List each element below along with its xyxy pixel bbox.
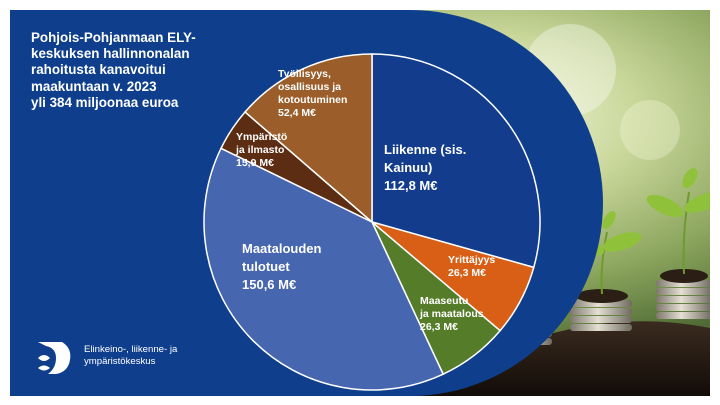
title-line: maakuntaan v. 2023 [31, 78, 157, 94]
chart-title: Pohjois-Pohjanmaan ELY- keskuksen hallin… [31, 30, 261, 111]
slice-label-line: 150,6 M€ [242, 277, 296, 292]
slice-label-maaseutu: Maaseutu ja maatalous 26,3 M€ [419, 295, 484, 333]
slice-label-line: 15,9 M€ [236, 157, 274, 169]
pie-slice-liikenne [371, 53, 541, 269]
slice-label-line: Liikenne (sis. [384, 142, 466, 157]
slice-label-line: Ympäristö [236, 131, 287, 143]
title-line: Pohjois-Pohjanmaan ELY- [31, 30, 196, 45]
title-line: yli 384 miljoonaa euroa [31, 94, 179, 110]
slice-label-line: 26,3 M€ [448, 267, 486, 279]
pie-slice-maatalouden-tulotuet [203, 147, 445, 391]
ely-logo-icon [38, 342, 71, 374]
slice-label-line: 26,3 M€ [420, 321, 458, 333]
logo-text-line: ympäristökeskus [84, 356, 156, 367]
pie-chart: Liikenne (sis. Kainuu) 112,8 M€Yrittäjyys 2… [203, 53, 541, 391]
slice-label-yrittajyys: Yrittäjyys 26,3 M€ [448, 254, 495, 279]
slice-label-line: Työllisyys, [278, 68, 331, 80]
slice-label-line: ja ilmasto [235, 144, 284, 156]
slice-label-line: Yrittäjyys [448, 254, 495, 266]
slice-label-line: 52,4 M€ [278, 107, 316, 119]
slice-label-line: Kainuu) [384, 160, 432, 175]
title-line: keskuksen hallinnonalan [31, 46, 190, 62]
slice-label-line: osallisuus ja [278, 81, 341, 93]
logo-text-line: Elinkeino-, liikenne- ja [84, 344, 178, 355]
slice-label-ymparisto: Ympäristö ja ilmasto 15,9 M€ [235, 131, 287, 169]
ely-logo-text: Elinkeino-, liikenne- ja ympäristökeskus [84, 344, 177, 368]
pie-slice-tyollisyys [243, 53, 373, 224]
coin-stack-3 [656, 280, 710, 319]
slice-label-tyollisyys: Työllisyys, osallisuus ja kotoutuminen 52,4… [278, 68, 347, 119]
slice-label-line: Maatalouden [242, 241, 322, 256]
slice-label-line: Maaseutu [420, 295, 468, 307]
slice-label-line: kotoutuminen [278, 94, 347, 106]
slice-label-maatalouden-tulotuet: Maatalouden tulotuet 150,6 M€ [242, 241, 322, 292]
slide: Pohjois-Pohjanmaan ELY- keskuksen hallin… [10, 10, 710, 396]
slice-label-line: 112,8 M€ [384, 178, 438, 193]
ely-logo: Elinkeino-, liikenne- ja ympäristökeskus [34, 338, 184, 382]
slice-label-line: tulotuet [242, 259, 290, 274]
slice-label-liikenne: Liikenne (sis. Kainuu) 112,8 M€ [384, 142, 466, 193]
slice-label-line: ja maatalous [419, 308, 484, 320]
title-line: rahoitusta kanavoitui [31, 62, 166, 78]
